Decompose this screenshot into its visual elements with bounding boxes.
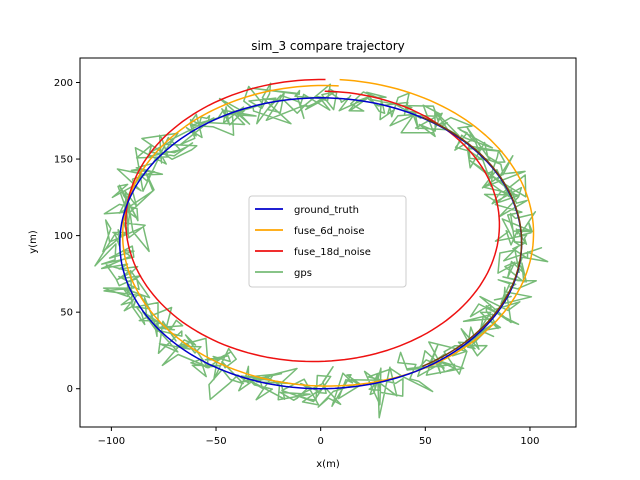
x-tick-label: 50 bbox=[419, 436, 432, 447]
y-tick-label: 200 bbox=[54, 78, 73, 89]
plot-frame bbox=[79, 57, 577, 428]
legend-box bbox=[248, 195, 407, 288]
y-tick-label: 0 bbox=[67, 384, 73, 395]
series-line-overlay bbox=[421, 116, 523, 368]
legend: ground_truth fuse_6d_noise fuse_18d_noiseg… bbox=[248, 195, 407, 288]
y-axis-title: y(m) bbox=[28, 230, 39, 254]
legend-label: ground_truth bbox=[294, 205, 359, 216]
x-tick-label: −50 bbox=[205, 436, 226, 447]
series-layer bbox=[94, 78, 549, 419]
series-line-ground_truth bbox=[119, 97, 523, 390]
series-line-fuse_18d_noise bbox=[125, 78, 501, 363]
x-axis: −100 −50 0 50 100 bbox=[98, 427, 540, 447]
legend-label: fuse_18d_noise bbox=[294, 247, 371, 258]
legend-label: gps bbox=[294, 268, 312, 279]
x-tick-label: 100 bbox=[520, 436, 539, 447]
x-tick-label: −100 bbox=[98, 436, 125, 447]
chart-title: sim_3 compare trajectory bbox=[251, 39, 405, 53]
y-tick-label: 150 bbox=[54, 155, 73, 166]
y-tick-label: 50 bbox=[60, 308, 73, 319]
x-tick-label: 0 bbox=[317, 436, 323, 447]
y-tick-label: 100 bbox=[54, 231, 73, 242]
series-line-fuse_6d_noise bbox=[121, 78, 535, 387]
x-axis-title: x(m) bbox=[316, 459, 340, 470]
y-axis: 0 50 100 150 200 bbox=[54, 78, 80, 395]
legend-label: fuse_6d_noise bbox=[294, 226, 365, 237]
